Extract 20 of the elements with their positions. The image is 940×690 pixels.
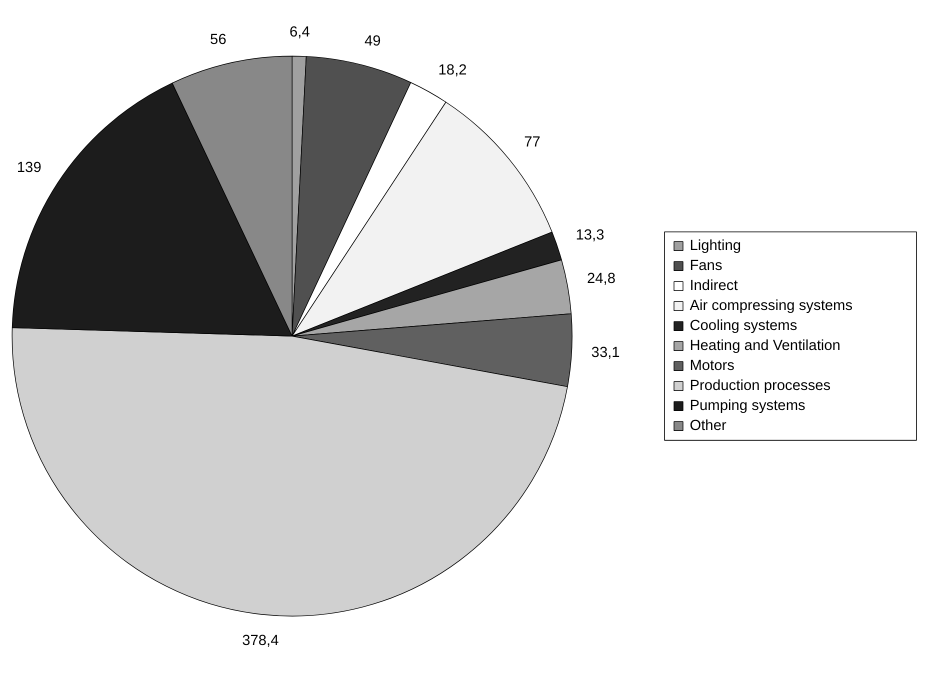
data-label: 33,1 bbox=[591, 344, 620, 361]
data-label: 6,4 bbox=[289, 24, 310, 41]
legend-label: Air compressing systems bbox=[690, 298, 853, 314]
data-label: 56 bbox=[210, 32, 226, 48]
legend-label: Other bbox=[690, 418, 726, 434]
legend-label: Motors bbox=[690, 358, 734, 374]
legend-label: Lighting bbox=[690, 238, 742, 254]
legend-label: Fans bbox=[690, 258, 722, 274]
data-label: 378,4 bbox=[242, 633, 279, 650]
data-label: 77 bbox=[524, 134, 540, 151]
legend-label: Indirect bbox=[690, 278, 738, 294]
data-label: 18,2 bbox=[438, 62, 467, 79]
legend-label: Heating and Ventilation bbox=[690, 338, 840, 354]
legend-label: Pumping systems bbox=[690, 398, 806, 414]
data-label: 13,3 bbox=[576, 228, 604, 244]
legend-label: Cooling systems bbox=[690, 318, 798, 334]
legend-label: Production processes bbox=[690, 378, 831, 394]
data-label: 24,8 bbox=[586, 271, 616, 288]
data-label: 139 bbox=[16, 160, 42, 176]
data-label: 49 bbox=[364, 33, 381, 50]
